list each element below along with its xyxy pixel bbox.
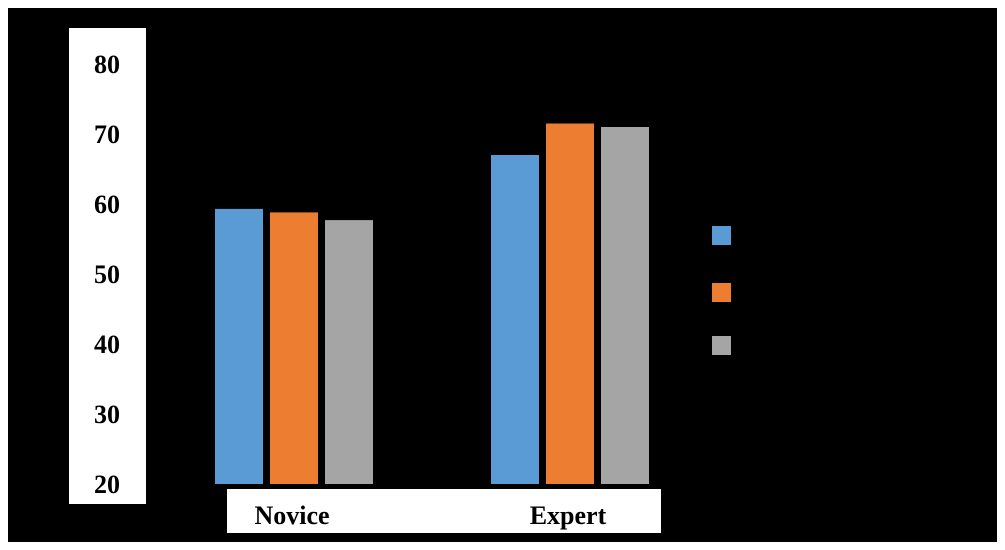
bar-novice-series-3 bbox=[325, 220, 373, 484]
bar-expert-series-3 bbox=[601, 127, 649, 484]
y-axis-panel bbox=[69, 28, 146, 504]
legend bbox=[712, 226, 731, 355]
bar-novice-series-2 bbox=[270, 212, 318, 484]
bar-expert-series-1 bbox=[491, 155, 539, 484]
y-tick-label: 20 bbox=[94, 470, 120, 499]
legend-swatch-series-2 bbox=[712, 283, 731, 302]
bars-group bbox=[215, 123, 649, 484]
bar-expert-series-2 bbox=[546, 123, 594, 484]
x-category-label: Novice bbox=[254, 501, 329, 530]
legend-swatch-series-3 bbox=[712, 336, 731, 355]
y-axis-ticks: 80 70 60 50 40 30 20 bbox=[94, 50, 120, 499]
y-tick-label: 80 bbox=[94, 50, 120, 79]
y-tick-label: 30 bbox=[94, 400, 120, 429]
legend-swatch-series-1 bbox=[712, 226, 731, 245]
bar-novice-series-1 bbox=[215, 208, 263, 484]
x-axis-panel bbox=[227, 489, 661, 533]
y-tick-label: 70 bbox=[94, 120, 120, 149]
x-category-label: Expert bbox=[530, 501, 607, 530]
x-axis-categories: Novice Expert bbox=[254, 501, 606, 530]
y-tick-label: 60 bbox=[94, 190, 120, 219]
y-tick-label: 50 bbox=[94, 260, 120, 289]
y-tick-label: 40 bbox=[94, 330, 120, 359]
